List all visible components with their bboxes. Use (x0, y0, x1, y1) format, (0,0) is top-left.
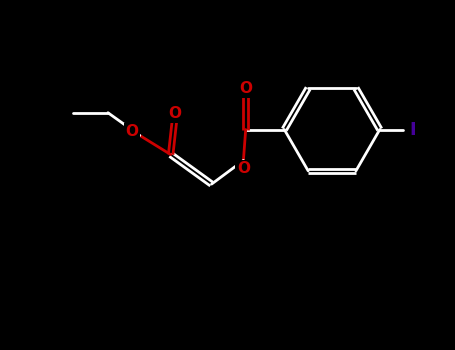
Text: O: O (125, 124, 138, 139)
Text: O: O (237, 161, 250, 176)
Text: I: I (410, 120, 416, 139)
Text: O: O (239, 81, 252, 96)
Text: O: O (168, 106, 181, 121)
